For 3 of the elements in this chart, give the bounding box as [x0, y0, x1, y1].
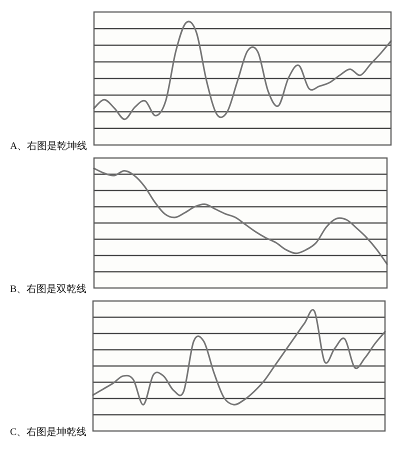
title: C、右图是坤乾线: [10, 427, 87, 438]
title: B、右图是双乾线: [10, 284, 87, 295]
title: A、右图是乾坤线: [10, 141, 88, 152]
